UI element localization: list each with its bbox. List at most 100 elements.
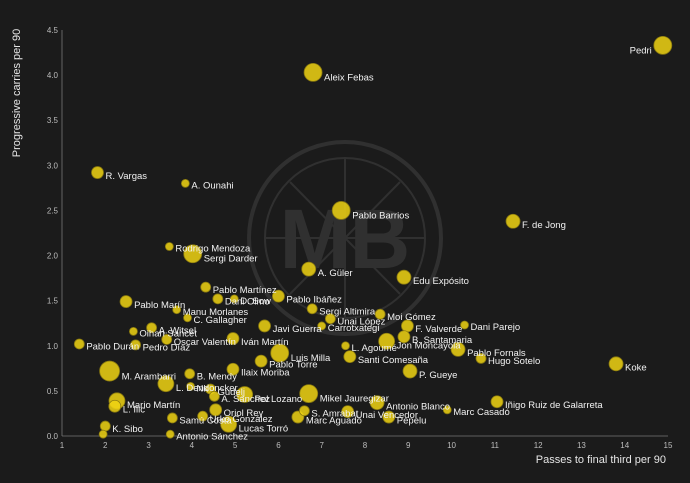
data-point xyxy=(130,339,141,351)
data-point xyxy=(397,330,411,344)
y-axis-title: Progressive carries per 90 xyxy=(11,29,23,157)
data-point xyxy=(343,350,357,364)
point-label: Carrotxategi xyxy=(328,323,380,334)
y-tick-label: 0.5 xyxy=(47,387,59,396)
point-label: P. Gueye xyxy=(419,370,457,381)
point-label: Pablo Fornals xyxy=(467,348,526,359)
point-label: Marc Casadó xyxy=(453,407,510,418)
point-label: Pablo Ibáñez xyxy=(286,294,342,305)
data-point xyxy=(369,395,385,411)
x-tick-label: 15 xyxy=(664,441,673,450)
data-point xyxy=(186,381,195,391)
point-label: A. Witsel xyxy=(159,325,196,336)
x-tick-label: 2 xyxy=(103,441,108,450)
point-label: Pol Lozano xyxy=(255,394,303,405)
data-point xyxy=(505,213,521,229)
y-tick-label: 1.0 xyxy=(47,342,59,351)
data-point xyxy=(460,320,469,330)
point-label: Pedro Díaz xyxy=(143,343,191,354)
data-point xyxy=(99,420,111,432)
point-label: Iñigo Ruiz de Galarretа xyxy=(505,400,603,411)
point-label: Edu Expósito xyxy=(413,276,469,287)
point-label: L. Dendoncker xyxy=(176,383,238,394)
point-label: Pablo Martínez xyxy=(213,285,277,296)
point-label: Mikel Jauregizar xyxy=(320,394,389,405)
watermark-logo: MB xyxy=(247,140,443,336)
point-label: Pedri xyxy=(630,45,652,56)
point-label: Samú Costa xyxy=(179,416,232,427)
point-label: Luis Milla xyxy=(291,353,331,364)
y-tick-label: 0.0 xyxy=(47,432,59,441)
data-point xyxy=(183,244,203,264)
data-point xyxy=(331,201,351,220)
point-label: S. Amrabat xyxy=(311,408,358,419)
point-label: Rodrigo Mendoza xyxy=(175,244,251,255)
point-label: A. Güler xyxy=(318,268,353,279)
x-tick-label: 5 xyxy=(233,441,238,450)
point-label: K. Sibo xyxy=(112,424,143,435)
point-label: Pablo Torre xyxy=(269,359,317,370)
point-label: Antonio Sánchez xyxy=(176,431,248,442)
data-point xyxy=(341,341,350,351)
data-point xyxy=(129,326,138,336)
point-label: Javi Guerra xyxy=(273,324,323,335)
data-point xyxy=(374,308,386,320)
point-labels: Pedri Aleix Febas R. Vargas A. Ounahi Pablo … xyxy=(86,45,651,442)
point-label: L. Ilic xyxy=(123,405,145,416)
point-label: Pablo Barrios xyxy=(352,210,409,221)
y-tick-label: 3.5 xyxy=(47,116,59,125)
data-point xyxy=(91,166,104,179)
point-label: Hugo Sotelo xyxy=(488,356,540,367)
data-point xyxy=(475,353,487,364)
point-label: R. Vargas xyxy=(105,171,147,182)
y-tick-label: 4.5 xyxy=(47,26,59,35)
data-point xyxy=(254,354,268,368)
point-label: Gudelj xyxy=(217,387,244,398)
data-point xyxy=(270,343,290,363)
point-label: Iván Martín xyxy=(241,337,289,348)
data-point xyxy=(341,405,355,419)
point-label: Moi Gómez xyxy=(387,312,436,323)
point-label: Aleix Febas xyxy=(324,72,374,83)
data-point xyxy=(490,395,504,409)
data-point xyxy=(164,242,174,251)
point-label: D. Sow xyxy=(240,296,271,307)
x-tick-label: 6 xyxy=(276,441,281,450)
point-label: Sergi Altimira xyxy=(319,307,376,318)
x-tick-label: 8 xyxy=(363,441,368,450)
data-point xyxy=(229,294,239,304)
point-label: B. Mendy xyxy=(197,371,237,382)
y-tick-label: 4.0 xyxy=(47,71,59,80)
data-point xyxy=(146,322,158,334)
x-tick-label: 10 xyxy=(447,441,456,450)
data-point xyxy=(212,293,224,305)
point-label: Jon Moncayola xyxy=(397,341,462,352)
data-point xyxy=(653,35,673,55)
point-label: Dani Parejo xyxy=(471,322,521,333)
data-point xyxy=(209,403,223,417)
data-point xyxy=(236,386,254,403)
data-point xyxy=(382,410,396,424)
point-label: A. Sánchez xyxy=(221,394,270,405)
point-label: M. Arambarri xyxy=(122,372,176,383)
point-label: Unai López xyxy=(337,316,385,327)
point-label: Santi Comesaña xyxy=(358,355,429,366)
data-point xyxy=(396,269,412,285)
y-tick-label: 2.5 xyxy=(47,206,59,215)
data-point xyxy=(226,332,240,345)
data-point xyxy=(184,368,196,380)
point-label: Pablo Marín xyxy=(134,300,185,311)
point-label: Urko González xyxy=(210,414,273,425)
x-tick-label: 12 xyxy=(534,441,543,450)
data-point xyxy=(161,334,173,345)
point-label: Mario Martín xyxy=(127,400,180,411)
data-point xyxy=(108,399,122,413)
point-label: Oihan Sancet xyxy=(139,329,197,340)
point-label: Ilaix Moriba xyxy=(241,368,290,379)
data-point xyxy=(180,178,190,188)
point-label: Sergi Darder xyxy=(204,254,258,265)
x-axis-title: Passes to final third per 90 xyxy=(536,454,666,466)
data-point xyxy=(197,410,209,422)
point-label: Oriol Rey xyxy=(224,408,264,419)
data-point xyxy=(200,281,212,293)
